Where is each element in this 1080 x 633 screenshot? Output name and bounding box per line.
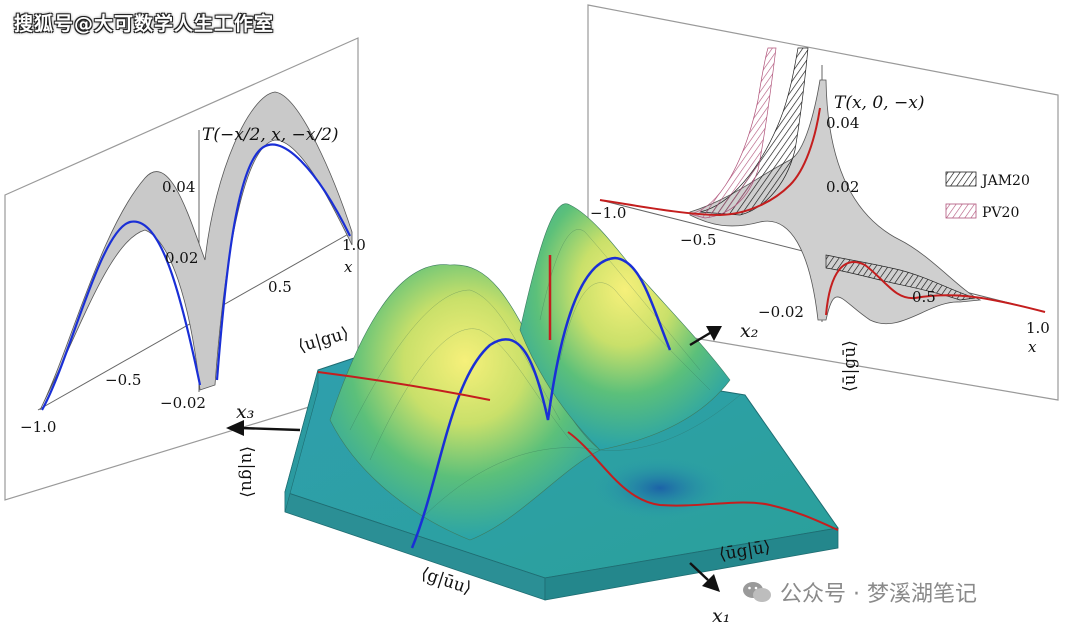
edge-label-right: ⟨ū|gū⟩ [840,340,860,392]
legend-swatch-pv20 [945,203,977,219]
left-ticks: −1.0 −0.5 0.5 1.0 0.04 0.02 −0.02 x [20,178,366,436]
left-tick-y-1: 0.02 [165,249,198,267]
right-hatch-pv20 [689,47,777,219]
left-error-band [39,91,353,411]
left-xlabel: x [344,258,353,276]
surface-mesh [349,229,741,521]
wechat-icon [743,582,771,602]
surface-dip [590,456,730,520]
left-panel-title: T(−x/2, x, −x/2) [202,125,339,145]
legend-label-jam20: JAM20 [980,173,1030,189]
right-panel: −1.0 −0.5 0.5 1.0 0.04 0.02 −0.02 x T(x,… [587,4,1059,401]
surface-wall-back-left [284,369,319,513]
legend-swatch-jam20 [945,171,977,187]
right-tick-y-2: −0.02 [758,303,804,321]
edge-label-left: ⟨u|gu⟩ [237,446,257,498]
axis-x2-line [689,331,711,347]
left-blue-curve-1 [41,220,202,411]
axis-x3-line [239,426,301,432]
axis-x1-label: x₁ [712,605,730,627]
left-blue-curve-2 [215,143,351,381]
left-tick-x-2: 0.5 [268,278,292,296]
right-tick-x-2: 0.5 [912,288,936,306]
watermark-top: 搜狐号@大可数学人生工作室 [14,13,275,35]
right-panel-title: T(x, 0, −x) [834,93,924,113]
surface-blue-curve [410,256,672,549]
right-tick-x-1: −0.5 [680,231,716,249]
surface-labels: x₃ x₂ x₁ [236,320,758,627]
watermark-bottom: 公众号 · 梦溪湖笔记 [742,576,977,608]
axis-x1-line [689,562,709,581]
axis-x2-label: x₂ [740,320,758,342]
surface-red-curve-back [317,371,491,401]
right-tick-y-0: 0.04 [826,114,859,132]
left-tick-y-0: 0.04 [162,178,195,196]
surface-red-curve-front [567,431,839,531]
right-red-curve-2 [825,261,1046,316]
surface-peak-right [519,203,731,451]
axis-x2-arrow [706,326,722,341]
left-tick-x-3: 1.0 [342,236,366,254]
left-tick-y-2: −0.02 [160,394,206,412]
watermark-bottom-text: 公众号 · 梦溪湖笔记 [780,582,977,607]
left-panel: −1.0 −0.5 0.5 1.0 0.04 0.02 −0.02 x T(−x… [4,37,366,501]
left-tick-x-0: −1.0 [20,418,56,436]
right-tick-y-1: 0.02 [826,178,859,196]
left-tick-x-1: −0.5 [105,371,141,389]
right-ticks: −1.0 −0.5 0.5 1.0 0.04 0.02 −0.02 x [590,114,1050,356]
right-legend: JAM20 PV20 [945,171,1030,221]
legend-label-pv20: PV20 [982,205,1019,221]
axis-x3-arrow [226,420,244,436]
right-tick-x-0: −1.0 [590,204,626,222]
right-tick-x-3: 1.0 [1026,319,1050,337]
surface-axes [226,326,722,592]
axis-x1-arrow [702,574,720,592]
right-red-curve-1 [599,107,821,217]
axis-x3-label: x₃ [236,401,254,423]
right-xlabel: x [1028,338,1037,356]
